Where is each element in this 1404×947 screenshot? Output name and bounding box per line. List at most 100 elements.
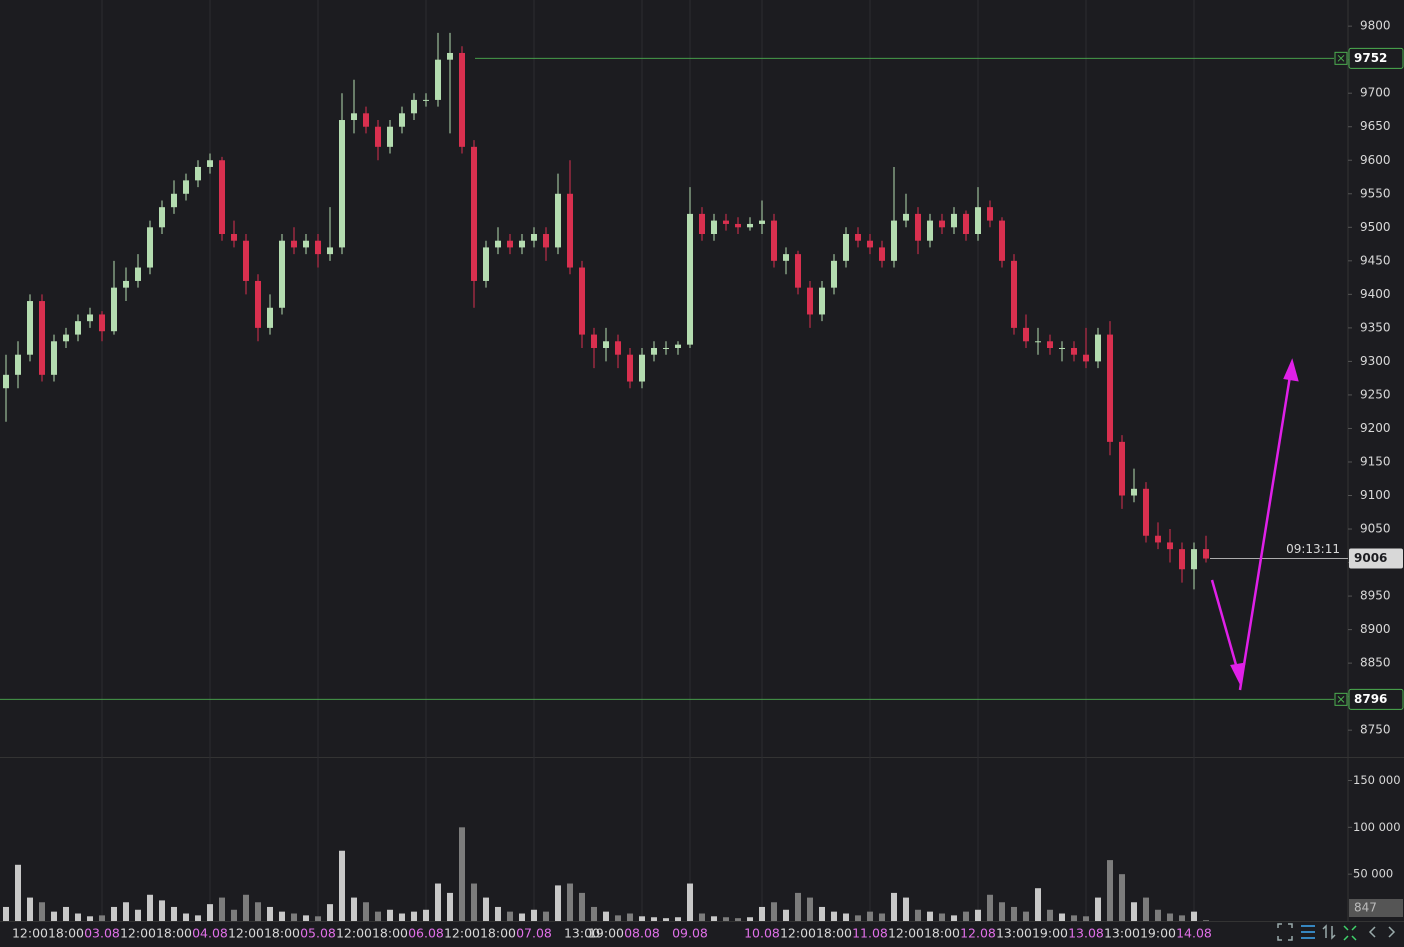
candle-body xyxy=(867,240,873,248)
zoom-icon[interactable] xyxy=(1343,925,1357,941)
candle-body xyxy=(195,166,201,181)
candle-body xyxy=(1059,347,1065,349)
candle-body xyxy=(1203,549,1209,559)
candle-body xyxy=(351,113,357,121)
volume-bar xyxy=(399,913,405,921)
scroll-icons[interactable] xyxy=(1368,926,1396,938)
volume-bar xyxy=(747,917,753,921)
volume-bar xyxy=(99,915,105,921)
volume-bar xyxy=(1143,897,1149,921)
volume-tick-label: 150 000 xyxy=(1353,773,1401,787)
scale-icon[interactable] xyxy=(1322,924,1336,940)
volume-bar xyxy=(111,906,117,921)
volume-bar xyxy=(735,918,741,921)
candle-body xyxy=(999,220,1005,261)
volume-bar xyxy=(495,906,501,921)
candle-body xyxy=(627,354,633,382)
candle-body xyxy=(267,307,273,328)
x-tick-label: 10.08 xyxy=(744,926,780,941)
volume-bar xyxy=(1131,902,1137,921)
volume-bar xyxy=(1011,906,1017,921)
volume-bar xyxy=(351,897,357,921)
volume-bar xyxy=(807,897,813,921)
candle-body xyxy=(831,260,837,288)
volume-bar xyxy=(363,902,369,921)
candle-body xyxy=(507,240,513,248)
candle-body xyxy=(459,52,465,147)
volume-bar xyxy=(159,900,165,921)
y-tick-label: 8950 xyxy=(1360,589,1391,603)
volume-bar xyxy=(231,909,237,921)
x-tick-label: 18:00 xyxy=(48,926,84,941)
volume-bar xyxy=(483,897,489,921)
candle-body xyxy=(1107,334,1113,442)
candle-body xyxy=(135,267,141,281)
candle-body xyxy=(363,113,369,127)
candle-body xyxy=(63,334,69,342)
volume-bar xyxy=(1119,874,1125,921)
candle-body xyxy=(111,287,117,332)
last-price-label: 9006 xyxy=(1354,551,1387,565)
volume-bar xyxy=(207,904,213,921)
arrow-down xyxy=(1210,579,1240,673)
candle-body xyxy=(447,52,453,60)
fullscreen-icon[interactable] xyxy=(1277,923,1293,941)
volume-bar xyxy=(1035,888,1041,921)
settings-icon[interactable] xyxy=(1301,925,1315,939)
volume-bar xyxy=(1179,915,1185,921)
candle-body xyxy=(771,220,777,261)
x-tick-label: 04.08 xyxy=(192,926,228,941)
price-line-box xyxy=(1348,688,1404,710)
candle-body xyxy=(1047,341,1053,348)
volume-bar xyxy=(255,902,261,921)
candle-body xyxy=(1095,334,1101,362)
candle-body xyxy=(759,220,765,224)
candle-body xyxy=(975,207,981,235)
volume-bar xyxy=(411,911,417,921)
candle-body xyxy=(75,321,81,335)
volume-bar xyxy=(423,909,429,921)
volume-bar xyxy=(567,883,573,921)
y-tick-label: 9150 xyxy=(1360,454,1391,468)
candle-body xyxy=(591,334,597,348)
candle-body xyxy=(927,220,933,241)
y-tick-label: 9550 xyxy=(1360,186,1391,200)
volume-bar xyxy=(783,909,789,921)
volume-bar xyxy=(687,883,693,921)
volume-bar xyxy=(1203,920,1209,921)
x-tick-label: 12:00 xyxy=(228,926,264,941)
x-tick-label: 05.08 xyxy=(300,926,336,941)
candle-body xyxy=(1179,549,1185,570)
candle-body xyxy=(1131,488,1137,496)
candle-body xyxy=(915,213,921,241)
x-tick-label: 07.08 xyxy=(516,926,552,941)
volume-bar xyxy=(327,904,333,921)
candle-body xyxy=(711,220,717,235)
volume-bar xyxy=(291,913,297,921)
volume-bar xyxy=(1047,909,1053,921)
candle-body xyxy=(939,220,945,228)
y-tick-label: 8750 xyxy=(1360,723,1391,737)
volume-bar xyxy=(1083,916,1089,921)
price-line-close xyxy=(1334,692,1348,706)
candle-body xyxy=(1119,441,1125,496)
volume-bar xyxy=(51,911,57,921)
candle-body xyxy=(543,234,549,248)
candle-body xyxy=(423,99,429,101)
volume-bar xyxy=(891,892,897,921)
x-tick-label: 12:00 xyxy=(888,926,924,941)
y-tick-label: 9650 xyxy=(1360,119,1391,133)
volume-bar xyxy=(975,909,981,921)
price-line-close xyxy=(1334,51,1348,65)
x-tick-label: 09.08 xyxy=(672,926,708,941)
volume-bar xyxy=(699,913,705,921)
candle-body xyxy=(171,193,177,208)
x-tick-label: 18:00 xyxy=(480,926,516,941)
candle-body xyxy=(1023,327,1029,342)
volume-bar xyxy=(1059,913,1065,921)
x-tick-label: 19:00 xyxy=(588,926,624,941)
volume-bar xyxy=(543,911,549,921)
y-tick-label: 9450 xyxy=(1360,253,1391,267)
volume-bar xyxy=(663,918,669,921)
